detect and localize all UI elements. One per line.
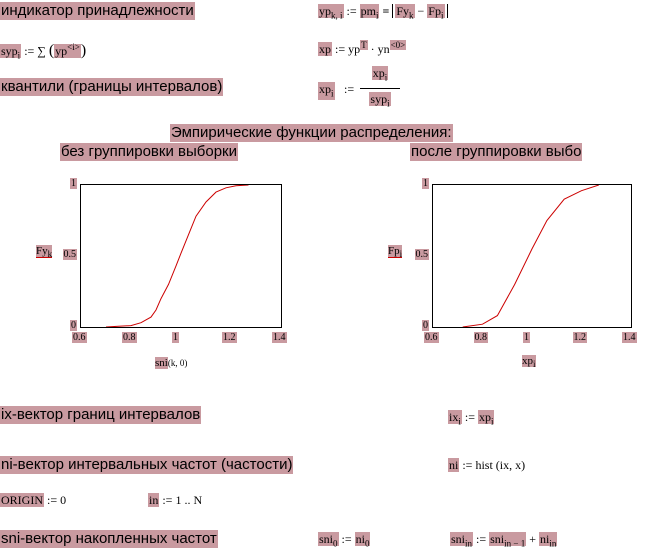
chart1-ytick: 1 <box>70 178 77 189</box>
chart1-xtick: 1 <box>172 332 179 343</box>
sni-recursive-formula[interactable]: sniin := sniin − 1 + niin <box>450 532 558 549</box>
chart2-ylabel: Fpi <box>388 245 403 260</box>
chart2-xtick: 1.4 <box>622 332 637 343</box>
chart1-xtick: 1.2 <box>222 332 237 343</box>
chart2-xtick: 0.6 <box>424 332 439 343</box>
chart1-xlabel: sni(k, 0) <box>155 357 188 369</box>
chart2-xtick: 1 <box>523 332 530 343</box>
chart2-ytick: 0.5 <box>414 249 429 260</box>
empirical-title: Эмпирические функции распределения: <box>170 124 453 142</box>
yp-formula[interactable]: ypk, i := pmi = Fyk − Fpi <box>318 4 448 22</box>
chart2-svg <box>462 185 599 327</box>
chart2-xlabel: xpi <box>522 355 536 370</box>
chart1-ytick: 0 <box>70 320 77 331</box>
chart1-series-line <box>105 185 249 327</box>
chart1-xtick: 0.8 <box>122 332 137 343</box>
ix-label: ix-вектор границ интервалов <box>0 406 202 424</box>
ni-label: ni-вектор интервальных частот (частости) <box>0 456 294 474</box>
syp-formula[interactable]: sypi := ∑ (yp<i>) <box>0 42 87 61</box>
origin-formula[interactable]: ORIGIN := 0 <box>0 493 67 507</box>
xp-formula[interactable]: xp := ypT · yn<0> <box>318 40 407 56</box>
chart1-xtick: 1.4 <box>272 332 287 343</box>
chart2-ytick: 1 <box>422 178 429 189</box>
range-formula[interactable]: in := 1 .. N <box>148 493 203 507</box>
chart2-xtick: 1.2 <box>572 332 587 343</box>
chart1-ytick: 0.5 <box>62 249 77 260</box>
chart2-series-line <box>462 185 599 327</box>
ix-formula[interactable]: ixi := xpi <box>448 410 495 427</box>
chart2-heading: после группировки выбо <box>410 143 583 161</box>
chart2-plot-area <box>432 184 632 328</box>
quantiles-label: квантили (границы интервалов) <box>0 78 224 96</box>
chart1-ylabel: Fyk <box>36 245 53 260</box>
ni-formula[interactable]: ni := hist (ix, x) <box>448 458 526 472</box>
chart1-xtick: 0.6 <box>72 332 87 343</box>
sni0-formula[interactable]: sni0 := ni0 <box>318 532 371 549</box>
indicator-label: индикатор принадлежности <box>0 2 195 20</box>
chart2-xtick: 0.8 <box>473 332 488 343</box>
chart2-ytick: 0 <box>422 320 429 331</box>
chart1-svg <box>105 185 249 327</box>
chart1-heading: без группировки выборки <box>60 143 238 161</box>
chart1-plot-area <box>80 184 282 328</box>
sni-label: sni-вектор накопленных частот <box>0 530 218 548</box>
